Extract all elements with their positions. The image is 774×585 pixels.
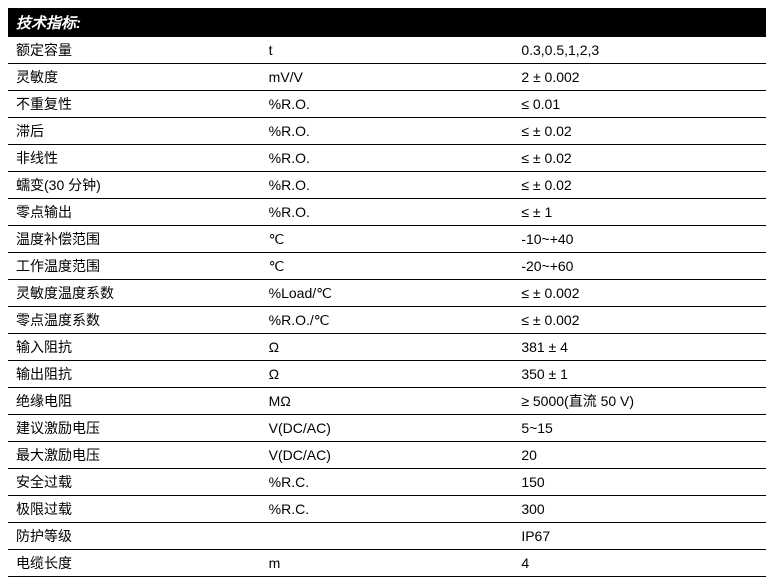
table-row: 滞后%R.O.≤ ± 0.02 <box>8 118 766 145</box>
value-cell: 2 ± 0.002 <box>513 64 766 91</box>
value-cell: 20 <box>513 442 766 469</box>
value-cell: ≤ ± 0.002 <box>513 280 766 307</box>
param-cell: 零点温度系数 <box>8 307 261 334</box>
table-row: 最大激励电压V(DC/AC)20 <box>8 442 766 469</box>
table-row: 不重复性%R.O.≤ 0.01 <box>8 91 766 118</box>
value-cell: ≥ 5000(直流 50 V) <box>513 388 766 415</box>
param-cell: 防护等级 <box>8 523 261 550</box>
unit-cell: %R.C. <box>261 496 514 523</box>
unit-cell: m <box>261 550 514 577</box>
table-row: 防护等级 IP67 <box>8 523 766 550</box>
value-cell: ≤ ± 0.02 <box>513 145 766 172</box>
unit-cell: %R.O. <box>261 118 514 145</box>
unit-cell <box>261 523 514 550</box>
table-row: 输入阻抗Ω381 ± 4 <box>8 334 766 361</box>
param-cell: 不重复性 <box>8 91 261 118</box>
value-cell: ≤ 0.01 <box>513 91 766 118</box>
value-cell: -20~+60 <box>513 253 766 280</box>
unit-cell: MΩ <box>261 388 514 415</box>
table-row: 非线性%R.O.≤ ± 0.02 <box>8 145 766 172</box>
unit-cell: %R.O. <box>261 145 514 172</box>
unit-cell: ℃ <box>261 226 514 253</box>
table-row: 额定容量t0.3,0.5,1,2,3 <box>8 37 766 64</box>
param-cell: 极限过载 <box>8 496 261 523</box>
table-row: 电缆长度m4 <box>8 550 766 577</box>
unit-cell: %Load/℃ <box>261 280 514 307</box>
param-cell: 灵敏度 <box>8 64 261 91</box>
value-cell: ≤ ± 0.002 <box>513 307 766 334</box>
value-cell: 150 <box>513 469 766 496</box>
unit-cell: %R.O. <box>261 199 514 226</box>
table-row: 零点温度系数%R.O./℃≤ ± 0.002 <box>8 307 766 334</box>
value-cell: ≤ ± 0.02 <box>513 118 766 145</box>
table-row: 建议激励电压V(DC/AC)5~15 <box>8 415 766 442</box>
value-cell: ≤ ± 1 <box>513 199 766 226</box>
unit-cell: ℃ <box>261 253 514 280</box>
unit-cell: V(DC/AC) <box>261 415 514 442</box>
unit-cell: %R.O./℃ <box>261 307 514 334</box>
table-title: 技术指标: <box>8 8 766 37</box>
table-row: 输出阻抗Ω350 ± 1 <box>8 361 766 388</box>
table-row: 安全过载%R.C.150 <box>8 469 766 496</box>
unit-cell: t <box>261 37 514 64</box>
param-cell: 电缆长度 <box>8 550 261 577</box>
param-cell: 额定容量 <box>8 37 261 64</box>
param-cell: 工作温度范围 <box>8 253 261 280</box>
value-cell: IP67 <box>513 523 766 550</box>
unit-cell: %R.O. <box>261 172 514 199</box>
param-cell: 灵敏度温度系数 <box>8 280 261 307</box>
value-cell: 300 <box>513 496 766 523</box>
param-cell: 温度补偿范围 <box>8 226 261 253</box>
unit-cell: %R.C. <box>261 469 514 496</box>
param-cell: 蠕变(30 分钟) <box>8 172 261 199</box>
table-row: 绝缘电阻MΩ≥ 5000(直流 50 V) <box>8 388 766 415</box>
value-cell: 5~15 <box>513 415 766 442</box>
table-row: 灵敏度mV/V2 ± 0.002 <box>8 64 766 91</box>
value-cell: 0.3,0.5,1,2,3 <box>513 37 766 64</box>
unit-cell: V(DC/AC) <box>261 442 514 469</box>
param-cell: 滞后 <box>8 118 261 145</box>
table-row: 温度补偿范围℃-10~+40 <box>8 226 766 253</box>
param-cell: 建议激励电压 <box>8 415 261 442</box>
param-cell: 绝缘电阻 <box>8 388 261 415</box>
param-cell: 最大激励电压 <box>8 442 261 469</box>
table-row: 工作温度范围℃-20~+60 <box>8 253 766 280</box>
value-cell: ≤ ± 0.02 <box>513 172 766 199</box>
table-row: 零点输出%R.O.≤ ± 1 <box>8 199 766 226</box>
table-row: 蠕变(30 分钟)%R.O.≤ ± 0.02 <box>8 172 766 199</box>
value-cell: -10~+40 <box>513 226 766 253</box>
unit-cell: Ω <box>261 361 514 388</box>
spec-table-body: 额定容量t0.3,0.5,1,2,3灵敏度mV/V2 ± 0.002不重复性%R… <box>8 37 766 577</box>
table-row: 灵敏度温度系数%Load/℃≤ ± 0.002 <box>8 280 766 307</box>
param-cell: 输入阻抗 <box>8 334 261 361</box>
param-cell: 安全过载 <box>8 469 261 496</box>
param-cell: 非线性 <box>8 145 261 172</box>
unit-cell: %R.O. <box>261 91 514 118</box>
specifications-table: 技术指标: 额定容量t0.3,0.5,1,2,3灵敏度mV/V2 ± 0.002… <box>8 8 766 577</box>
value-cell: 350 ± 1 <box>513 361 766 388</box>
unit-cell: mV/V <box>261 64 514 91</box>
param-cell: 零点输出 <box>8 199 261 226</box>
unit-cell: Ω <box>261 334 514 361</box>
param-cell: 输出阻抗 <box>8 361 261 388</box>
value-cell: 4 <box>513 550 766 577</box>
value-cell: 381 ± 4 <box>513 334 766 361</box>
table-row: 极限过载%R.C.300 <box>8 496 766 523</box>
